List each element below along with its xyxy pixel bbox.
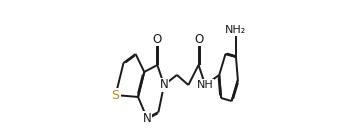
Text: O: O <box>194 33 203 46</box>
Text: NH₂: NH₂ <box>225 25 247 35</box>
Text: N: N <box>143 112 152 125</box>
Text: N: N <box>160 78 169 92</box>
Text: S: S <box>112 89 120 102</box>
Text: NH: NH <box>197 80 213 90</box>
Text: O: O <box>153 33 162 46</box>
